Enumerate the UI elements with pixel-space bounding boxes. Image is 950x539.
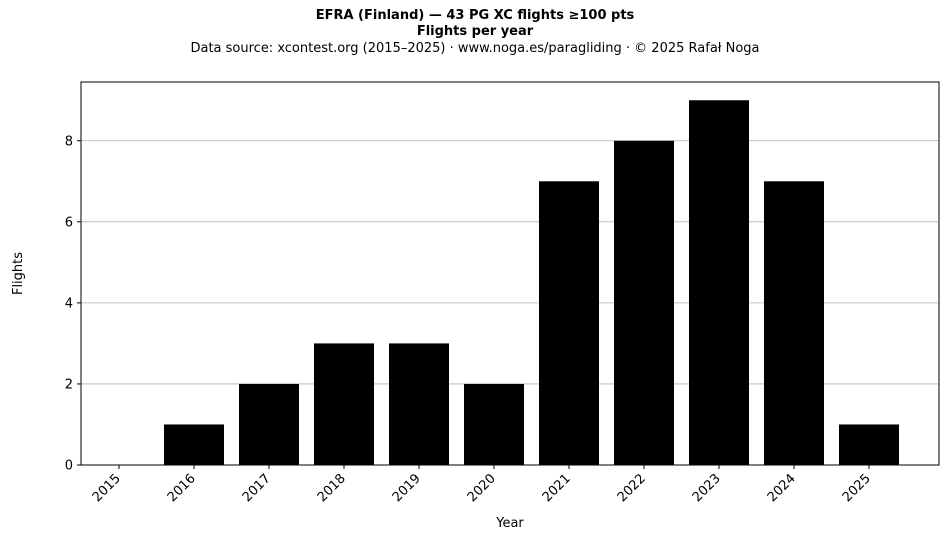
y-tick-label: 0 [65, 459, 73, 474]
x-axis-label: Year [495, 516, 524, 531]
bar-2021 [539, 181, 599, 465]
chart-title: EFRA (Finland) — 43 PG XC flights ≥100 p… [315, 8, 635, 23]
bar-2022 [614, 140, 674, 465]
y-tick-label: 8 [65, 134, 73, 149]
bar-2018 [314, 343, 374, 465]
x-tick-label: 2019 [390, 471, 424, 505]
chart-titles: EFRA (Finland) — 43 PG XC flights ≥100 p… [0, 8, 950, 58]
bars [164, 100, 899, 465]
chart-subtitle: Flights per year [416, 24, 534, 39]
x-tick-label: 2023 [690, 471, 724, 505]
x-tick-label: 2025 [840, 471, 874, 505]
x-tick-label: 2022 [615, 471, 649, 505]
x-tick-label: 2017 [240, 471, 274, 505]
bar-2023 [689, 100, 749, 465]
y-axis-label: Flights [11, 252, 26, 295]
bar-2017 [239, 383, 299, 465]
bar-2019 [389, 343, 449, 465]
x-tick-label: 2021 [540, 471, 574, 505]
bar-2024 [764, 181, 824, 465]
bar-2025 [839, 424, 899, 465]
y-axis: 0 2 4 6 8 [65, 134, 81, 474]
y-tick-label: 2 [65, 377, 73, 392]
x-tick-label: 2018 [315, 471, 349, 505]
y-tick-label: 4 [65, 296, 73, 311]
y-tick-label: 6 [65, 215, 73, 230]
bar-2016 [164, 424, 224, 465]
bar-2020 [464, 383, 524, 465]
plot-frame [80, 81, 940, 466]
x-tick-label: 2015 [90, 471, 124, 505]
x-tick-label: 2024 [765, 471, 799, 505]
x-tick-label: 2020 [465, 471, 499, 505]
x-tick-label: 2016 [165, 471, 199, 505]
x-axis: 2015 2016 2017 2018 2019 2020 2021 2022 2023 2024… [90, 465, 874, 505]
chart-source: Data source: xcontest.org (2015–2025) · … [190, 41, 760, 56]
